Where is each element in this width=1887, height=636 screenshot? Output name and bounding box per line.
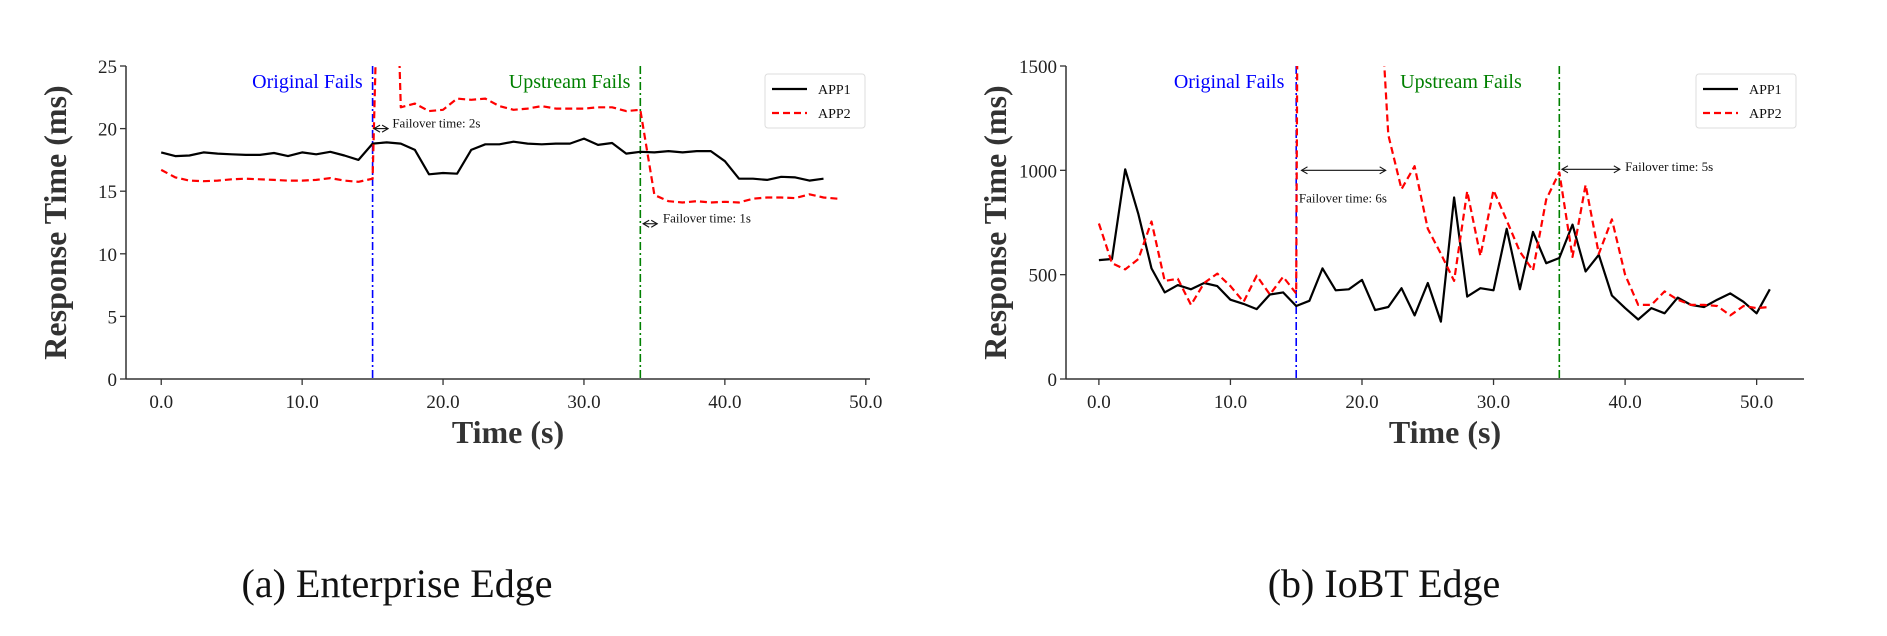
x-tick-label: 20.0 [1345, 392, 1378, 413]
arrow-head-left [642, 219, 650, 228]
y-tick-label: 25 [98, 57, 117, 78]
legend: APP1 APP2 [1695, 73, 1797, 129]
x-tick-label: 30.0 [567, 392, 600, 413]
arrow-head-right [1379, 166, 1387, 175]
arrow-head-left [1300, 166, 1308, 175]
failure-marker-label: Original Fails [1174, 71, 1285, 93]
x-tick-label: 20.0 [426, 392, 459, 413]
legend-label-app1: APP1 [1749, 83, 1782, 98]
arrow-head-right [650, 219, 659, 228]
failure-marker-label: Upstream Fails [509, 71, 631, 93]
failure-marker-label: Original Fails [252, 71, 363, 93]
y-tick-label: 20 [98, 120, 117, 141]
y-tick-label: 10 [98, 245, 117, 266]
x-axis-label: Time (s) [1389, 414, 1501, 450]
arrow-head-right [381, 124, 390, 133]
legend-label-app2: APP2 [1749, 107, 1782, 122]
chart-panel-b: 0.0 10.0 20.0 30.0 40.0 50.0 0 500 1000 1500 Time … [977, 57, 1804, 450]
y-tick-label: 15 [98, 182, 117, 203]
x-tick-label: 50.0 [1740, 392, 1773, 413]
failover-annotation: Failover time: 2s [392, 116, 480, 131]
caption-a: (a) Enterprise Edge [241, 561, 553, 606]
arrow-head-left [372, 124, 381, 133]
y-axis-label: Response Time (ms) [37, 85, 73, 359]
legend-label-app2: APP2 [818, 107, 851, 122]
x-tick-label: 0.0 [149, 392, 173, 413]
series-line-app2 [1097, 66, 1770, 317]
failover-annotation: Failover time: 1s [663, 211, 751, 226]
x-tick-label: 50.0 [849, 392, 882, 413]
y-tick-label: 5 [108, 307, 118, 328]
x-tick-label: 0.0 [1087, 392, 1111, 413]
y-tick-label: 1500 [1019, 57, 1057, 78]
failover-annotation: Failover time: 5s [1625, 159, 1713, 174]
chart-panel-a: 0.0 10.0 20.0 30.0 40.0 50.0 0 5 10 15 20 25 Time (s… [37, 57, 882, 450]
y-tick-label: 1000 [1019, 161, 1057, 182]
arrow-head-left [1560, 165, 1569, 174]
x-axis-label: Time (s) [452, 414, 564, 450]
x-tick-label: 40.0 [1608, 392, 1641, 413]
legend: APP1 APP2 [764, 73, 866, 129]
x-tick-label: 10.0 [286, 392, 319, 413]
arrow-head-right [1613, 165, 1621, 174]
y-axis-label: Response Time (ms) [977, 85, 1013, 359]
series-line-app2 [160, 66, 838, 204]
legend-label-app1: APP1 [818, 83, 851, 98]
y-tick-label: 0 [1048, 370, 1058, 391]
series-line-app1 [1098, 168, 1771, 323]
failure-marker-label: Upstream Fails [1400, 71, 1522, 93]
caption-b: (b) IoBT Edge [1267, 561, 1501, 606]
legend-box [764, 73, 866, 129]
y-tick-label: 500 [1029, 266, 1058, 287]
y-tick-label: 0 [108, 370, 118, 391]
failover-annotation: Failover time: 6s [1299, 191, 1387, 206]
legend-box [1695, 73, 1797, 129]
x-tick-label: 30.0 [1477, 392, 1510, 413]
x-tick-label: 10.0 [1214, 392, 1247, 413]
series-line-app1 [160, 137, 824, 182]
x-tick-label: 40.0 [708, 392, 741, 413]
